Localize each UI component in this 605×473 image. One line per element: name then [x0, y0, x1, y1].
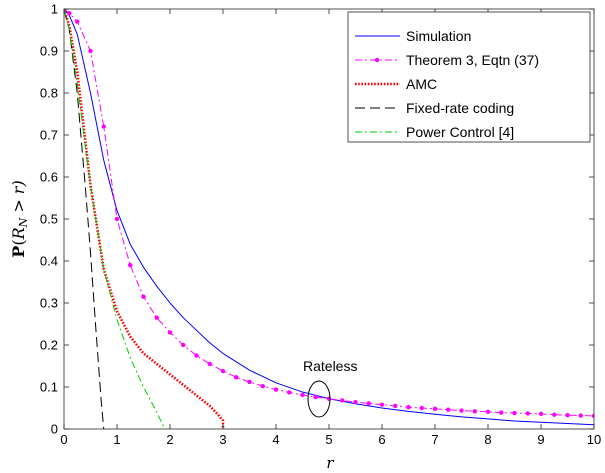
series-point-theorem-3-eqtn-37: [485, 409, 491, 414]
y-label-open: (: [9, 239, 28, 245]
x-tick-label: 3: [219, 432, 226, 447]
series-point-theorem-3-eqtn-37: [353, 399, 358, 405]
series-point-theorem-3-eqtn-37: [181, 342, 186, 348]
x-tick-label: 9: [537, 432, 544, 447]
y-label-main: P: [9, 246, 28, 258]
series-point-theorem-3-eqtn-37: [88, 48, 93, 54]
series-point-theorem-3-eqtn-37: [393, 403, 398, 409]
series-point-theorem-3-eqtn-37: [326, 396, 332, 401]
legend-entry-power-control: Power Control [4]: [355, 124, 514, 140]
y-tick-label: 0.5: [40, 212, 58, 227]
series-point-theorem-3-eqtn-37: [578, 413, 583, 418]
series-layer: [64, 9, 594, 429]
series-point-theorem-3-eqtn-37: [154, 315, 159, 320]
legend-entry-theorem: Theorem 3, Eqtn (37): [355, 52, 539, 68]
series-point-theorem-3-eqtn-37: [247, 379, 252, 385]
y-tick-label: 0.1: [40, 380, 58, 395]
series-point-theorem-3-eqtn-37: [67, 11, 72, 16]
legend-label-theorem: Theorem 3, Eqtn (37): [406, 52, 539, 68]
series-line-theorem-3-eqtn-37: [64, 9, 594, 417]
series-line-power-control-4: [64, 9, 166, 429]
y-tick-label: 1: [51, 2, 58, 17]
series-point-theorem-3-eqtn-37: [220, 368, 226, 374]
series-point-theorem-3-eqtn-37: [538, 411, 544, 417]
series-point-theorem-3-eqtn-37: [101, 124, 106, 129]
y-label-rest: > r): [9, 180, 28, 217]
rateless-annotation: Rateless: [303, 358, 357, 374]
y-tick-label: 0.4: [40, 254, 58, 269]
x-tick-label: 1: [113, 432, 120, 447]
series-point-theorem-3-eqtn-37: [287, 390, 292, 395]
series-point-theorem-3-eqtn-37: [128, 263, 133, 268]
y-label-sub: N: [17, 217, 30, 228]
x-tick-label: 6: [378, 432, 385, 447]
x-tick-label: 7: [431, 432, 438, 447]
series-point-theorem-3-eqtn-37: [75, 19, 80, 24]
y-tick-label: 0.9: [40, 44, 58, 59]
y-tick-label: 0.8: [40, 86, 58, 101]
series-point-theorem-3-eqtn-37: [207, 361, 212, 367]
series-point-theorem-3-eqtn-37: [432, 406, 438, 412]
series-point-theorem-3-eqtn-37: [552, 412, 557, 417]
series-point-theorem-3-eqtn-37: [340, 398, 345, 403]
series-point-theorem-3-eqtn-37: [167, 330, 173, 335]
legend-label-amc: AMC: [406, 76, 437, 92]
legend-label-simulation: Simulation: [406, 28, 471, 44]
x-tick-label: 8: [484, 432, 491, 447]
series-point-theorem-3-eqtn-37: [591, 413, 594, 419]
rateless-ellipse: [307, 380, 331, 418]
series-point-theorem-3-eqtn-37: [512, 410, 517, 416]
series-line-simulation: [64, 9, 594, 426]
series-point-theorem-3-eqtn-37: [234, 375, 239, 380]
series-point-theorem-3-eqtn-37: [260, 383, 265, 389]
series-point-theorem-3-eqtn-37: [114, 216, 120, 222]
series-point-theorem-3-eqtn-37: [459, 408, 464, 413]
series-point-theorem-3-eqtn-37: [194, 353, 199, 358]
series-point-theorem-3-eqtn-37: [419, 405, 424, 411]
legend-box: [347, 11, 591, 143]
x-tick-label: 10: [587, 432, 601, 447]
legend-entry-fixed-rate: Fixed-rate coding: [355, 100, 514, 116]
series-point-theorem-3-eqtn-37: [313, 394, 318, 400]
series-point-theorem-3-eqtn-37: [300, 392, 305, 398]
series-point-theorem-3-eqtn-37: [472, 409, 477, 414]
y-tick-label: 0.7: [40, 128, 58, 143]
series-point-theorem-3-eqtn-37: [379, 402, 385, 407]
series-point-theorem-3-eqtn-37: [499, 410, 504, 415]
legend-label-power-control: Power Control [4]: [406, 124, 514, 140]
y-label-var: R: [9, 227, 28, 240]
series-point-theorem-3-eqtn-37: [525, 411, 530, 416]
x-tick-label: 5: [325, 432, 332, 447]
legend-entry-amc: AMC: [355, 76, 437, 92]
series-point-theorem-3-eqtn-37: [446, 407, 451, 412]
y-tick-label: 0.3: [40, 296, 58, 311]
y-tick-label: 0.2: [40, 338, 58, 353]
x-tick-label: 4: [272, 432, 279, 447]
x-tick-label: 2: [166, 432, 173, 447]
x-tick-label: 0: [60, 432, 67, 447]
series-line-amc: [64, 9, 225, 429]
legend-label-fixed-rate: Fixed-rate coding: [406, 100, 514, 116]
y-tick-label: 0.6: [40, 170, 58, 185]
series-point-theorem-3-eqtn-37: [565, 412, 570, 418]
x-axis-label: r: [326, 454, 334, 472]
series-point-theorem-3-eqtn-37: [273, 387, 279, 392]
legend-marker-theorem: [374, 57, 380, 63]
series-point-theorem-3-eqtn-37: [141, 294, 146, 299]
legend: Simulation Theorem 3, Eqtn (37) AMC Fixe…: [347, 11, 591, 143]
y-tick-label: 0: [51, 422, 58, 437]
legend-entry-simulation: Simulation: [355, 28, 471, 44]
series-point-theorem-3-eqtn-37: [366, 401, 371, 406]
y-axis-label: P(RN > r): [9, 180, 30, 257]
series-point-theorem-3-eqtn-37: [406, 404, 411, 410]
